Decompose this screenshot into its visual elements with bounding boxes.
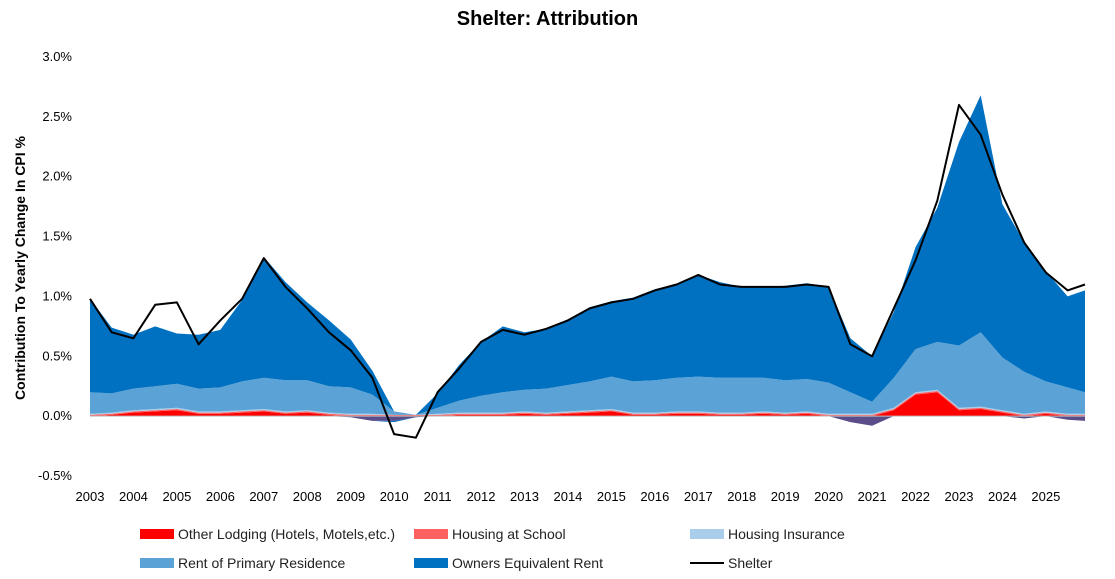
legend-swatch-housing-at-school [414, 529, 448, 539]
legend-item-shelter: Shelter [690, 555, 772, 571]
y-tick-label: 2.5% [42, 109, 72, 124]
legend-item-other-lodging: Other Lodging (Hotels, Motels,etc.) [140, 526, 395, 542]
x-tick-label: 2018 [727, 489, 756, 504]
legend: Other Lodging (Hotels, Motels,etc.) Hous… [140, 522, 940, 574]
x-tick-label: 2011 [424, 489, 452, 504]
legend-item-rent-of-primary-residence: Rent of Primary Residence [140, 555, 345, 571]
legend-label: Other Lodging (Hotels, Motels,etc.) [178, 526, 396, 542]
area-oer-negative [90, 416, 1085, 426]
x-tick-label: 2007 [249, 489, 278, 504]
area-other_lodging-negative [90, 416, 1085, 426]
x-tick-label: 2012 [467, 489, 496, 504]
area-insurance-negative [90, 416, 1085, 426]
legend-swatch-housing-insurance [690, 529, 724, 539]
legend-label: Rent of Primary Residence [178, 555, 346, 571]
x-tick-label: 2024 [988, 489, 1017, 504]
x-tick-label: 2019 [771, 489, 800, 504]
legend-swatch-other-lodging [140, 529, 174, 539]
area-other_lodging-positive [90, 392, 1085, 417]
x-axis: 2003 2004 2005 2006 2007 2008 2009 2010 2011 2012… [76, 489, 1061, 504]
legend-item-housing-insurance: Housing Insurance [690, 526, 845, 542]
x-tick-label: 2015 [597, 489, 626, 504]
x-tick-label: 2003 [76, 489, 105, 504]
x-tick-label: 2025 [1031, 489, 1060, 504]
y-tick-label: 0.5% [42, 348, 72, 363]
legend-label: Shelter [728, 555, 773, 571]
x-tick-label: 2004 [119, 489, 148, 504]
legend-label: Housing Insurance [728, 526, 845, 542]
y-axis-label: Contribution To Yearly Change In CPI % [12, 135, 28, 400]
y-tick-label: 2.0% [42, 169, 72, 184]
x-tick-label: 2008 [293, 489, 322, 504]
area-oer-positive [90, 95, 1085, 415]
x-tick-label: 2023 [945, 489, 974, 504]
y-tick-label: 3.0% [42, 49, 72, 64]
x-tick-label: 2017 [684, 489, 713, 504]
x-tick-label: 2022 [901, 489, 930, 504]
chart-title: Shelter: Attribution [456, 8, 639, 30]
legend-item-owners-equivalent-rent: Owners Equivalent Rent [414, 555, 603, 571]
x-tick-label: 2014 [553, 489, 582, 504]
y-tick-label: -0.5% [38, 468, 72, 483]
y-axis: -0.5% 0.0% 0.5% 1.0% 1.5% 2.0% 2.5% 3.0% [38, 49, 72, 483]
x-tick-label: 2016 [640, 489, 669, 504]
legend-swatch-shelter [690, 562, 724, 564]
x-tick-label: 2010 [380, 489, 409, 504]
legend-item-housing-at-school: Housing at School [414, 526, 566, 542]
x-tick-label: 2006 [206, 489, 235, 504]
shelter-line-layer [89, 103, 1086, 439]
x-tick-label: 2013 [510, 489, 539, 504]
x-tick-label: 2005 [162, 489, 191, 504]
x-tick-label: 2021 [858, 489, 887, 504]
area-school-negative [90, 416, 1085, 426]
shelter-line [89, 103, 1086, 439]
y-tick-label: 1.5% [42, 229, 72, 244]
area-rent-positive [90, 332, 1085, 415]
legend-swatch-rent [140, 558, 174, 568]
x-tick-label: 2009 [336, 489, 365, 504]
area-rent-negative [90, 416, 1085, 426]
y-tick-label: 0.0% [42, 408, 72, 423]
y-tick-label: 1.0% [42, 288, 72, 303]
legend-label: Housing at School [452, 526, 566, 542]
legend-swatch-oer [414, 558, 448, 568]
x-tick-label: 2020 [814, 489, 843, 504]
area-layer [90, 95, 1085, 426]
chart: -0.5%0.0%0.5%1.0%1.5%2.0%2.5%3.0% 2003 20… [12, 49, 1086, 504]
legend-label: Owners Equivalent Rent [452, 555, 603, 571]
